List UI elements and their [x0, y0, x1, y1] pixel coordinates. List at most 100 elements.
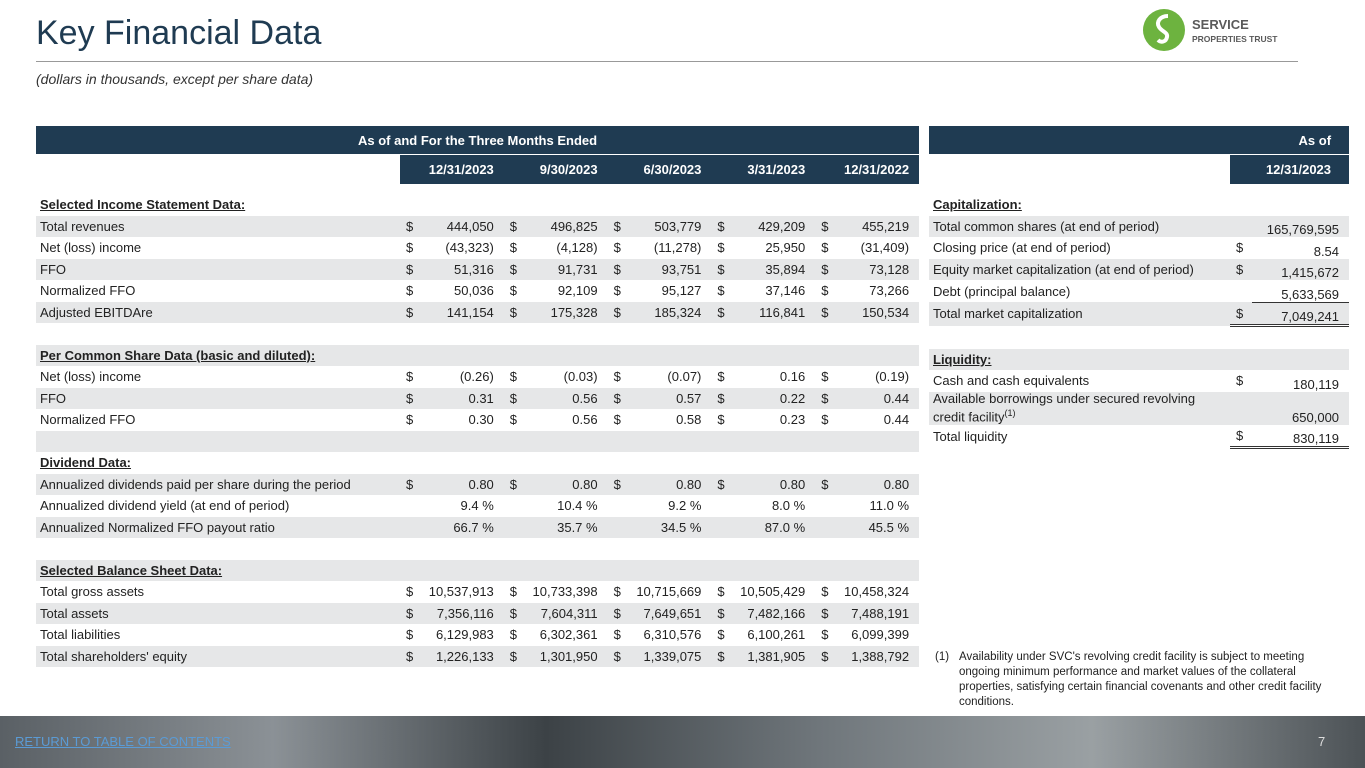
label-text: Closing price (at end of period) [933, 240, 1111, 256]
currency-symbol: $ [711, 301, 730, 323]
section-title: Per Common Share Data (basic and diluted… [36, 344, 920, 366]
currency-symbol [504, 495, 522, 517]
currency-symbol [711, 495, 729, 517]
cell-value: 0.16 [779, 369, 806, 385]
cell-value: 7,482,166 [729, 602, 816, 624]
currency-symbol: $ [815, 473, 834, 495]
cell-value: 175,328 [521, 301, 608, 323]
cell-value: 1,339,075 [625, 645, 712, 667]
currency-symbol: $ [503, 473, 522, 495]
row: Per Common Share Data (basic and diluted… [36, 344, 920, 366]
cell-value: 6,310,576 [643, 627, 702, 643]
row: Total liabilities $6,129,983 $6,302,361 $6,… [36, 624, 919, 646]
cell-value: 1,415,672 [1252, 258, 1350, 280]
column-header: 6/30/2023 [607, 154, 712, 184]
cell-value: 9.4 % [460, 498, 494, 514]
cell-value: 0.80 [833, 473, 920, 495]
currency-symbol: $ [821, 283, 829, 299]
row: Net (loss) income $ (0.26) $ (0.03) $ (0.07) $0… [36, 366, 919, 388]
cell-value: 0.23 [779, 412, 806, 428]
row: FFO $51,316 $91,731 $93,751 $35,894 $73,128 [36, 258, 920, 280]
blank-cell [929, 154, 1230, 184]
cell-value: 35,894 [729, 258, 816, 280]
cell-value: 0.30 [468, 412, 494, 428]
section-title: Capitalization: [933, 197, 1022, 213]
currency-symbol [1230, 215, 1252, 237]
row-label: Annualized dividends paid per share duri… [36, 473, 400, 495]
label-text: Equity market capitalization (at end of … [933, 261, 1194, 277]
cell-value: 7,488,191 [833, 602, 920, 624]
cell-value: 1,381,905 [729, 645, 816, 667]
cell-value: 10,537,913 [428, 584, 494, 600]
currency-symbol [400, 495, 418, 517]
cell-value: 7,049,241 [1252, 302, 1350, 327]
subtitle: (dollars in thousands, except per share … [36, 71, 314, 87]
cell-value: (11,278) [653, 240, 702, 256]
cell-value: 11.0 % [869, 498, 910, 514]
title: Key Financial Data [36, 14, 322, 52]
column-header: 12/31/2023 [1230, 154, 1350, 184]
cell-value: 5,633,569 [1252, 280, 1350, 303]
currency-symbol: $ [613, 627, 621, 643]
section-title: Selected Balance Sheet Data: [36, 559, 920, 581]
currency-symbol: $ [509, 240, 518, 256]
cell-value: 185,324 [625, 301, 712, 323]
cell-value: 0.58 [676, 412, 702, 428]
cell-value: 455,219 [833, 215, 920, 237]
currency-symbol: $ [815, 258, 834, 280]
cell-value: 6,302,361 [539, 627, 598, 643]
currency-symbol [1230, 391, 1252, 425]
row: Normalized FFO $0.30 $0.56 $0.58 $0.23 $0.44 [36, 409, 919, 431]
logo-name: SERVICE [1192, 17, 1249, 32]
blank-cell [36, 323, 919, 345]
row-label: Total assets [36, 602, 400, 624]
toc-link[interactable]: RETURN TO TABLE OF CONTENTS [15, 734, 231, 749]
label-text: Debt (principal balance) [933, 283, 1071, 299]
cell-value: (31,409) [860, 240, 910, 256]
cell-value: 0.80 [418, 473, 504, 495]
cell-value: 1,301,950 [521, 645, 608, 667]
label-text: Available borrowings under secured revol… [933, 391, 1196, 425]
currency-symbol: $ [815, 387, 834, 409]
cell-value: 503,779 [625, 215, 712, 237]
column-header: 12/31/2023 [400, 154, 504, 184]
currency-symbol: $ [1236, 240, 1244, 256]
cell-value: 73,266 [869, 283, 910, 299]
row-label: Net (loss) income [40, 240, 142, 256]
currency-symbol: $ [815, 215, 834, 237]
section-title: Dividend Data: [40, 455, 132, 471]
currency-symbol: $ [815, 301, 834, 323]
currency-symbol: $ [1230, 258, 1252, 280]
cell-value: 0.56 [521, 387, 608, 409]
row-label: Annualized dividend yield (at end of per… [40, 498, 290, 514]
column-header: 3/31/2023 [711, 154, 816, 184]
cell-value: 0.44 [833, 387, 920, 409]
header-row: As of [929, 126, 1350, 155]
cell-value: 93,751 [625, 258, 712, 280]
currency-symbol: $ [607, 602, 626, 624]
row: Cash and cash equivalents $180,119 [929, 370, 1349, 391]
row-label: Total common shares (at end of period) [929, 215, 1230, 237]
currency-symbol [607, 516, 626, 538]
spacer [929, 184, 1349, 194]
section-title: Liquidity: [929, 348, 1350, 370]
cell-value: 34.5 % [625, 516, 712, 538]
currency-symbol: $ [607, 215, 626, 237]
row-label: Total market capitalization [929, 302, 1230, 326]
blank-cell [36, 430, 920, 452]
blank-cell [36, 154, 400, 184]
cell-value: 10.4 % [557, 498, 598, 514]
note-marker: (1) [1004, 407, 1016, 418]
currency-symbol: $ [400, 602, 418, 624]
row: Dividend Data: [36, 452, 919, 474]
cell-value: 0.57 [625, 387, 712, 409]
cell-value: 0.80 [625, 473, 712, 495]
currency-symbol: $ [1230, 424, 1252, 449]
cell-value: 8.0 % [771, 498, 806, 514]
cell-value: 7,604,311 [521, 602, 608, 624]
currency-symbol: $ [821, 627, 829, 643]
currency-symbol: $ [821, 369, 829, 385]
row-label: Adjusted EBITDAre [36, 301, 400, 323]
cell-value: 51,316 [418, 258, 504, 280]
header-row: 12/31/2023 [929, 154, 1350, 184]
